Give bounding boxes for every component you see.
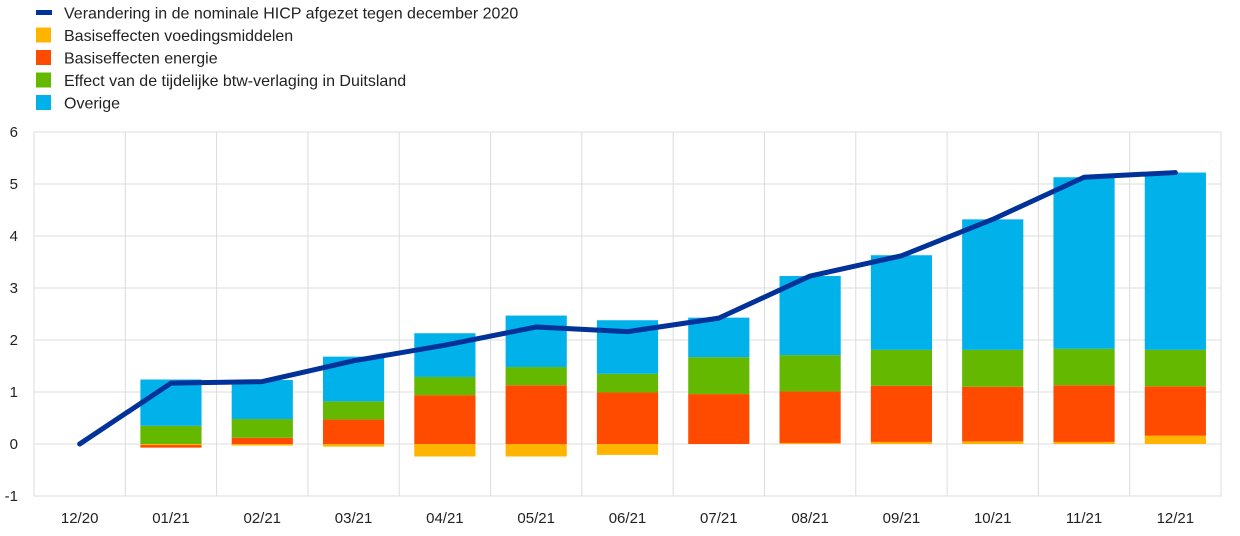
legend-label: Basiseffecten voedingsmiddelen — [64, 28, 293, 45]
bar-effect-van-de-tijdelijke-btw-verlaging-in-duitsland-07-21 — [688, 357, 750, 395]
y-tick-label: 1 — [10, 384, 18, 401]
bar-overige-11-21 — [1053, 177, 1115, 349]
bar-basiseffecten-energie-09-21 — [870, 385, 933, 442]
x-tick-label: 06/21 — [609, 510, 647, 527]
x-tick-label: 11/21 — [1066, 510, 1102, 527]
bar-effect-van-de-tijdelijke-btw-verlaging-in-duitsland-01-21 — [140, 425, 202, 444]
y-tick-label: 3 — [10, 280, 18, 297]
legend-swatch — [36, 27, 51, 43]
bar-basiseffecten-energie-03-21 — [322, 419, 385, 444]
bar-basiseffecten-voedingsmiddelen-01-21 — [140, 444, 202, 446]
bar-basiseffecten-energie-11-21 — [1053, 385, 1115, 442]
bar-overige-10-21 — [962, 219, 1024, 350]
y-tick-label: 4 — [10, 228, 18, 245]
x-tick-label: 05/21 — [517, 510, 555, 527]
legend-swatch — [36, 50, 51, 65]
y-tick-label: 0 — [10, 436, 18, 453]
legend-swatch — [36, 72, 51, 88]
bar-effect-van-de-tijdelijke-btw-verlaging-in-duitsland-06-21 — [596, 373, 659, 393]
bar-effect-van-de-tijdelijke-btw-verlaging-in-duitsland-12-21 — [1144, 349, 1206, 387]
bar-effect-van-de-tijdelijke-btw-verlaging-in-duitsland-08-21 — [779, 355, 841, 392]
x-tick-label: 10/21 — [974, 510, 1012, 527]
y-tick-label: 6 — [10, 124, 18, 141]
bar-basiseffecten-voedingsmiddelen-05-21 — [505, 444, 567, 457]
bar-effect-van-de-tijdelijke-btw-verlaging-in-duitsland-04-21 — [414, 376, 476, 396]
x-tick-label: 09/21 — [883, 510, 921, 527]
plot-area — [33, 131, 1222, 497]
bar-basiseffecten-energie-07-21 — [688, 394, 750, 444]
bar-effect-van-de-tijdelijke-btw-verlaging-in-duitsland-03-21 — [322, 401, 385, 420]
bar-overige-05-21 — [505, 315, 567, 368]
bar-basiseffecten-voedingsmiddelen-03-21 — [322, 444, 385, 447]
bar-overige-08-21 — [779, 276, 841, 356]
legend-label: Overige — [64, 96, 120, 113]
bar-basiseffecten-energie-12-21 — [1144, 386, 1206, 436]
x-tick-label: 02/21 — [243, 510, 281, 527]
x-tick-label: 01/21 — [152, 510, 190, 527]
x-tick-label: 12/21 — [1157, 510, 1195, 527]
bar-overige-07-21 — [688, 317, 750, 358]
legend-label: Basiseffecten energie — [64, 51, 218, 68]
bar-basiseffecten-voedingsmiddelen-04-21 — [414, 444, 476, 457]
legend: Verandering in de nominale HICP afgezet … — [36, 6, 518, 113]
x-tick-label: 08/21 — [791, 510, 829, 527]
bar-effect-van-de-tijdelijke-btw-verlaging-in-duitsland-11-21 — [1053, 348, 1115, 386]
bars — [140, 172, 1206, 457]
bar-basiseffecten-voedingsmiddelen-06-21 — [596, 444, 659, 455]
bar-basiseffecten-energie-06-21 — [596, 392, 659, 444]
bar-overige-01-21 — [140, 379, 202, 426]
legend-swatch — [36, 95, 51, 110]
legend-swatch-line — [36, 10, 52, 15]
bar-basiseffecten-voedingsmiddelen-08-21 — [779, 442, 841, 444]
bar-basiseffecten-energie-05-21 — [505, 385, 567, 444]
y-tick-label: 2 — [10, 332, 18, 349]
x-tick-label: 03/21 — [335, 510, 373, 527]
x-tick-label: 04/21 — [426, 510, 464, 527]
bar-basiseffecten-voedingsmiddelen-10-21 — [962, 441, 1024, 444]
hicp-line — [77, 170, 1178, 447]
bar-effect-van-de-tijdelijke-btw-verlaging-in-duitsland-05-21 — [505, 367, 567, 386]
bar-basiseffecten-voedingsmiddelen-11-21 — [1053, 441, 1115, 444]
x-axis: 12/20 01/21 02/21 03/21 04/21 05/21 06/21 07/21… — [61, 510, 1194, 527]
legend-label: Verandering in de nominale HICP afgezet … — [64, 6, 518, 23]
bar-basiseffecten-energie-04-21 — [414, 395, 476, 444]
bar-effect-van-de-tijdelijke-btw-verlaging-in-duitsland-10-21 — [962, 349, 1024, 387]
x-tick-label: 07/21 — [700, 510, 738, 527]
y-tick-label: 5 — [10, 176, 18, 193]
bar-basiseffecten-voedingsmiddelen-02-21 — [231, 444, 293, 446]
bar-basiseffecten-energie-10-21 — [962, 386, 1024, 442]
bar-overige-09-21 — [870, 255, 933, 350]
y-tick-label: -1 — [5, 488, 18, 505]
legend-label: Effect van de tijdelijke btw-verlaging i… — [64, 73, 406, 90]
bar-overige-12-21 — [1144, 172, 1206, 350]
bar-effect-van-de-tijdelijke-btw-verlaging-in-duitsland-02-21 — [231, 419, 293, 438]
y-axis: -1 0 1 2 3 4 5 6 — [5, 124, 18, 505]
x-tick-label: 12/20 — [61, 510, 99, 527]
bar-basiseffecten-energie-08-21 — [779, 391, 841, 443]
bar-basiseffecten-voedingsmiddelen-09-21 — [870, 441, 933, 444]
bar-overige-02-21 — [231, 380, 293, 420]
bar-basiseffecten-energie-02-21 — [231, 437, 293, 444]
bar-basiseffecten-voedingsmiddelen-12-21 — [1144, 435, 1206, 444]
bar-basiseffecten-energie-01-21 — [140, 445, 202, 448]
bar-effect-van-de-tijdelijke-btw-verlaging-in-duitsland-09-21 — [870, 349, 933, 386]
